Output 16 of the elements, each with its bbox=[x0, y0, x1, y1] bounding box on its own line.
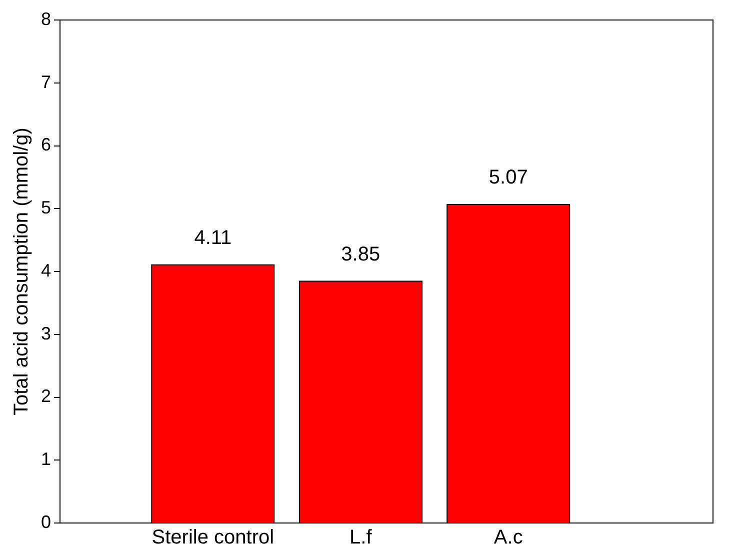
x-tick-label: Sterile control bbox=[152, 526, 274, 549]
y-tick-label: 4 bbox=[40, 260, 52, 280]
y-tick-label: 6 bbox=[40, 134, 52, 155]
y-tick-label: 3 bbox=[40, 323, 52, 344]
y-tick-label: 7 bbox=[40, 72, 52, 92]
y-tick-label: 2 bbox=[40, 386, 52, 406]
y-tick-label: 5 bbox=[40, 198, 52, 218]
data-label: 5.07 bbox=[488, 166, 528, 189]
y-axis-title: Total acid consumption (mmol/g) bbox=[10, 128, 33, 416]
x-tick-label: A.c bbox=[494, 526, 523, 549]
y-tick-label: 0 bbox=[40, 512, 52, 532]
data-label: 4.11 bbox=[194, 227, 232, 250]
x-tick-label: L.f bbox=[350, 526, 372, 549]
y-tick-label: 8 bbox=[40, 8, 52, 29]
data-label: 3.85 bbox=[341, 243, 380, 266]
y-tick-label: 1 bbox=[40, 449, 52, 470]
